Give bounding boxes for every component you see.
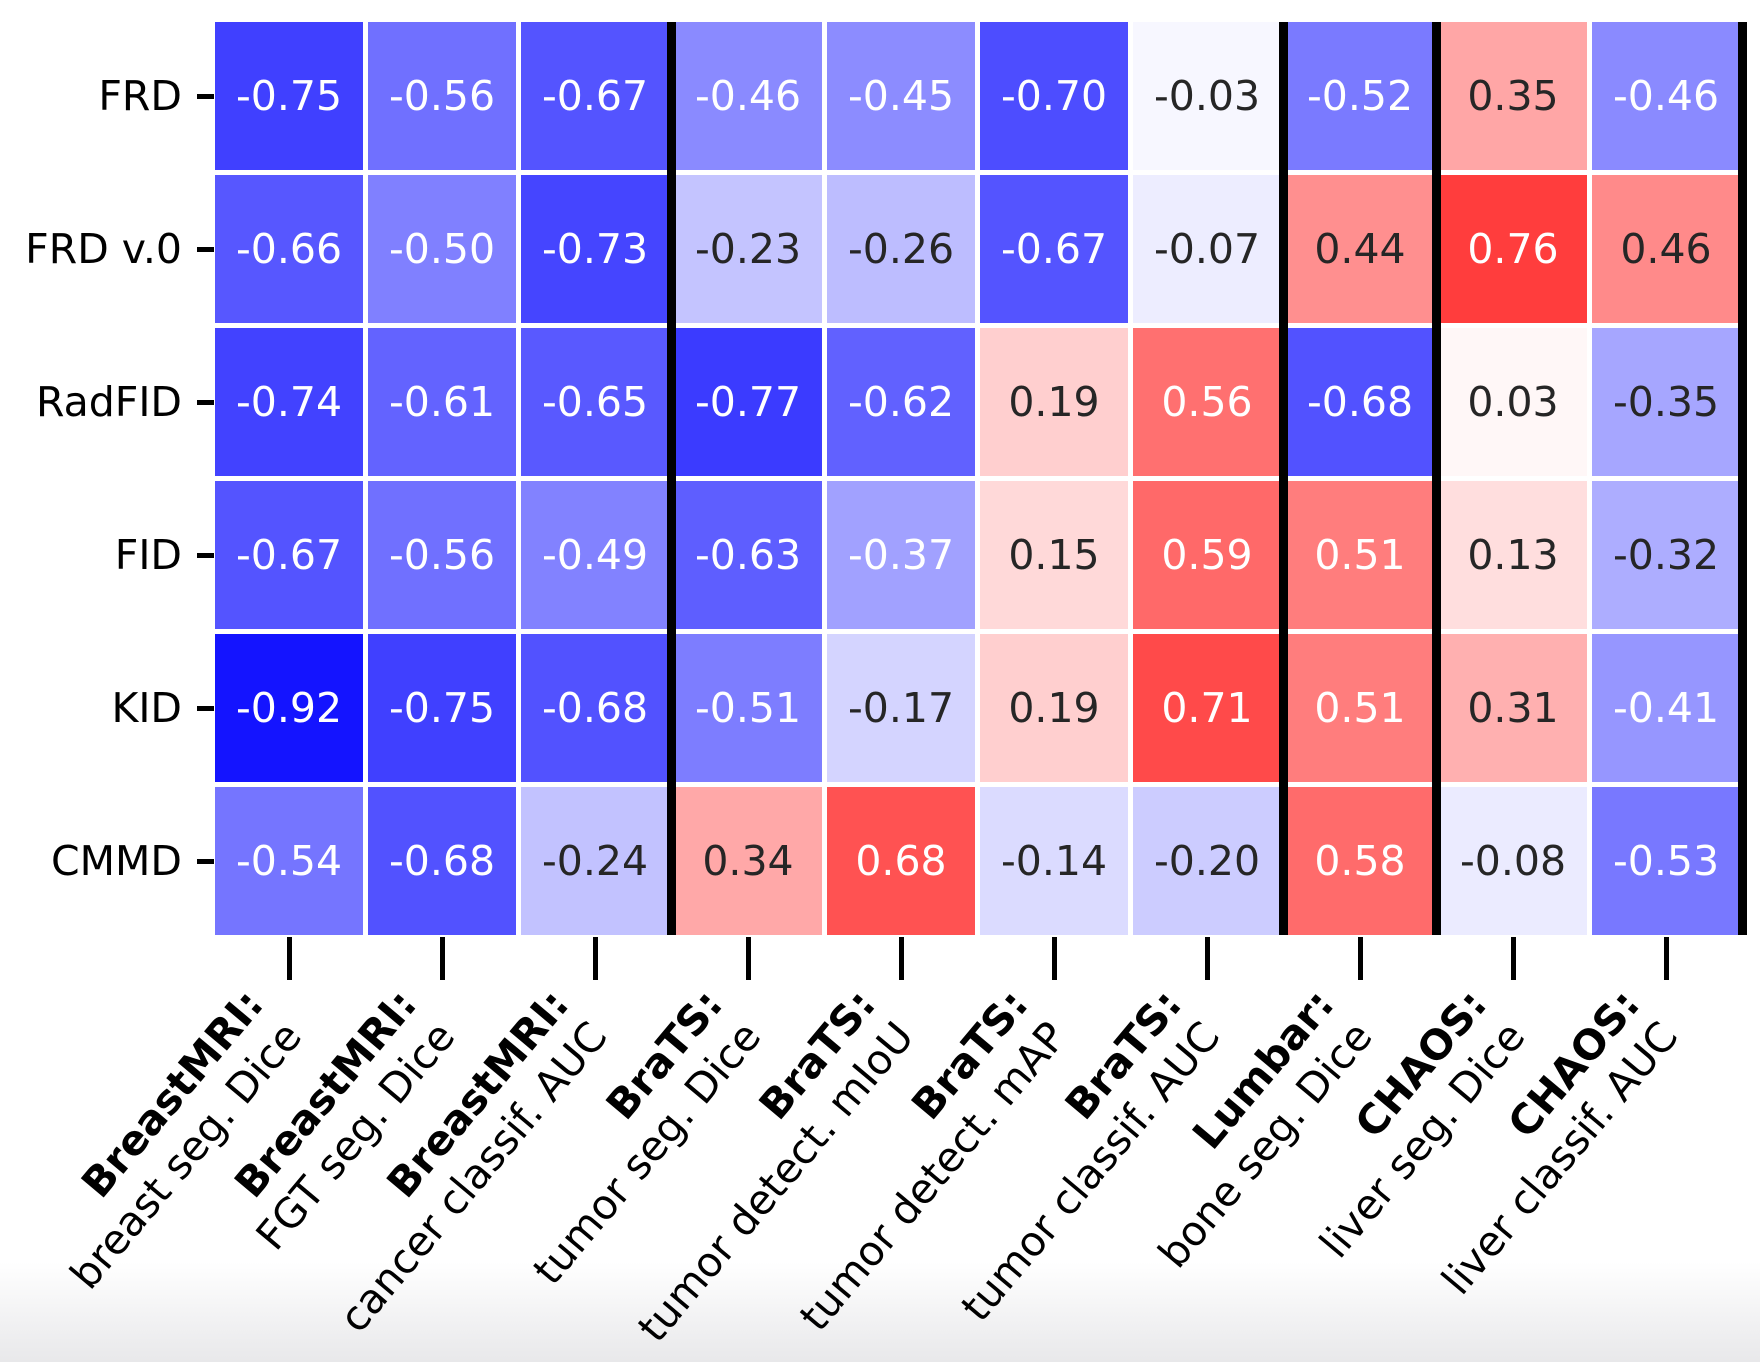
heatmap-cell: -0.41: [1592, 634, 1740, 782]
heatmap-cell: 0.59: [1133, 481, 1281, 629]
heatmap-cell: -0.75: [215, 22, 363, 170]
heatmap-cell: 0.15: [980, 481, 1128, 629]
heatmap-cell: 0.46: [1592, 175, 1740, 323]
heatmap-cell: -0.66: [215, 175, 363, 323]
heatmap-cell: -0.68: [368, 787, 516, 935]
heatmap-cell: -0.73: [521, 175, 669, 323]
row-label: FRD v.0: [25, 225, 182, 273]
heatmap-cell: -0.46: [674, 22, 822, 170]
x-tick-mark: [1663, 937, 1669, 980]
heatmap-cell: -0.51: [674, 634, 822, 782]
heatmap-cell: -0.92: [215, 634, 363, 782]
heatmap-cell: 0.51: [1286, 634, 1434, 782]
heatmap-cell: -0.14: [980, 787, 1128, 935]
group-separator: [667, 22, 676, 935]
heatmap-cell: 0.71: [1133, 634, 1281, 782]
heatmap-cell: -0.03: [1133, 22, 1281, 170]
heatmap-cell: -0.56: [368, 22, 516, 170]
heatmap-cell: -0.37: [827, 481, 975, 629]
heatmap-cell: -0.54: [215, 787, 363, 935]
y-tick-mark: [197, 705, 214, 711]
heatmap-cell: -0.07: [1133, 175, 1281, 323]
y-tick-mark: [197, 552, 214, 558]
row-label: CMMD: [51, 837, 182, 885]
heatmap-cell: -0.77: [674, 328, 822, 476]
row-label: KID: [111, 684, 182, 732]
group-separator: [1432, 22, 1441, 935]
y-tick-mark: [197, 93, 214, 99]
heatmap-cell: -0.53: [1592, 787, 1740, 935]
heatmap-cell: -0.23: [674, 175, 822, 323]
heatmap-cell: -0.56: [368, 481, 516, 629]
heatmap-cell: 0.19: [980, 634, 1128, 782]
x-tick-mark: [898, 937, 904, 980]
x-tick-mark: [592, 937, 598, 980]
heatmap-cell: 0.19: [980, 328, 1128, 476]
x-tick-mark: [1510, 937, 1516, 980]
row-label: FRD: [98, 72, 182, 120]
heatmap-cell: -0.32: [1592, 481, 1740, 629]
heatmap-cell: -0.68: [521, 634, 669, 782]
heatmap-cell: 0.03: [1439, 328, 1587, 476]
heatmap-cell: -0.67: [521, 22, 669, 170]
x-tick-mark: [1204, 937, 1210, 980]
heatmap-cell: 0.51: [1286, 481, 1434, 629]
heatmap-cell: -0.52: [1286, 22, 1434, 170]
y-tick-mark: [197, 246, 214, 252]
heatmap-cell: -0.24: [521, 787, 669, 935]
x-tick-mark: [1051, 937, 1057, 980]
heatmap-cell: 0.31: [1439, 634, 1587, 782]
y-tick-mark: [197, 399, 214, 405]
heatmap-cell: 0.76: [1439, 175, 1587, 323]
heatmap-cell: -0.67: [215, 481, 363, 629]
heatmap-cell: 0.56: [1133, 328, 1281, 476]
heatmap-cell: -0.68: [1286, 328, 1434, 476]
x-tick-mark: [286, 937, 292, 980]
heatmap-cell: -0.49: [521, 481, 669, 629]
heatmap-cell: 0.13: [1439, 481, 1587, 629]
heatmap-cell: 0.58: [1286, 787, 1434, 935]
heatmap-cell: 0.68: [827, 787, 975, 935]
heatmap-cell: -0.62: [827, 328, 975, 476]
x-tick-mark: [745, 937, 751, 980]
heatmap-cell: -0.17: [827, 634, 975, 782]
heatmap-cell: -0.50: [368, 175, 516, 323]
heatmap-cell: -0.35: [1592, 328, 1740, 476]
heatmap-cell: -0.20: [1133, 787, 1281, 935]
heatmap-cell: -0.67: [980, 175, 1128, 323]
x-tick-mark: [439, 937, 445, 980]
heatmap-cell: -0.70: [980, 22, 1128, 170]
group-separator: [1279, 22, 1288, 935]
heatmap-cell: -0.65: [521, 328, 669, 476]
heatmap-cell: 0.35: [1439, 22, 1587, 170]
heatmap-cell: -0.08: [1439, 787, 1587, 935]
heatmap-cell: -0.46: [1592, 22, 1740, 170]
heatmap-cell: -0.75: [368, 634, 516, 782]
heatmap-cell: -0.45: [827, 22, 975, 170]
heatmap-cell: -0.61: [368, 328, 516, 476]
heatmap-cell: -0.26: [827, 175, 975, 323]
row-label: FID: [114, 531, 182, 579]
heatmap-cell: -0.63: [674, 481, 822, 629]
y-tick-mark: [197, 858, 214, 864]
x-tick-mark: [1357, 937, 1363, 980]
group-separator: [1738, 22, 1747, 935]
heatmap-cell: 0.34: [674, 787, 822, 935]
bottom-fade-gradient: [0, 1262, 1760, 1362]
row-label: RadFID: [36, 378, 182, 426]
heatmap-cell: -0.74: [215, 328, 363, 476]
heatmap-cell: 0.44: [1286, 175, 1434, 323]
